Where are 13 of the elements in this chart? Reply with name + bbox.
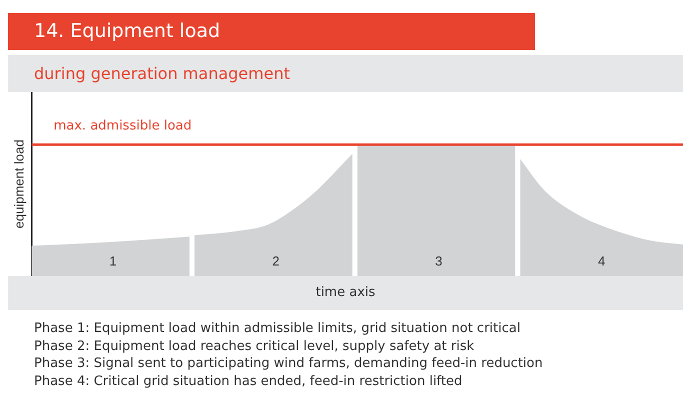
text: Phase 4: Critical grid situation has ended, feed-in restriction lifted bbox=[34, 372, 464, 390]
ref-line-label: max. admissible load bbox=[54, 118, 192, 134]
chart-title: 14. Equipment load bbox=[8, 13, 535, 50]
text: Phase 2: Equipment load reaches critical level, supply safety at risk bbox=[34, 338, 476, 355]
y-axis-title: equipment load bbox=[11, 140, 26, 228]
x-tick-label: 3 bbox=[435, 253, 442, 268]
chart-subtitle: during generation management bbox=[8, 55, 683, 92]
x-tick-label: 2 bbox=[272, 253, 280, 268]
x-tick-label: 4 bbox=[598, 253, 606, 268]
text: Phase 1: Equipment load within admissible limits, grid situation not critical bbox=[34, 320, 522, 338]
x-axis-title: time axis bbox=[8, 276, 683, 310]
x-tick-label: 1 bbox=[109, 253, 117, 268]
text: Phase 3: Signal sent to participating wind farms, demanding feed-in reduction bbox=[34, 355, 543, 372]
